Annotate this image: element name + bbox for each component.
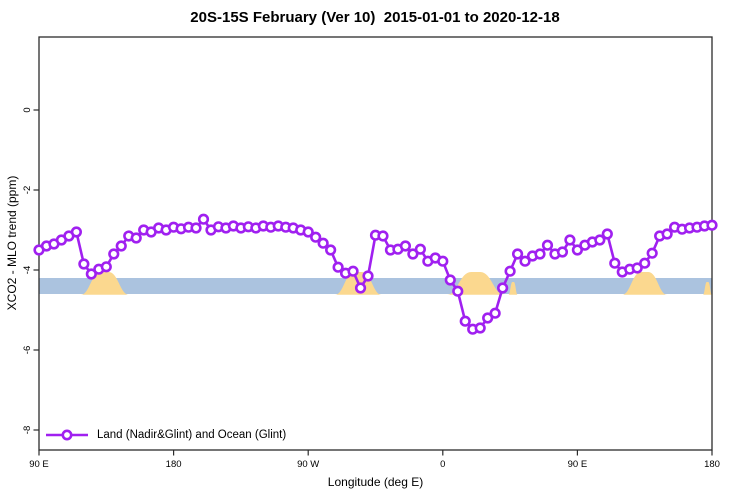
y-tick-label: -8 (22, 426, 33, 434)
ocean-band (39, 278, 712, 294)
data-point-marker (108, 248, 120, 260)
data-point-marker (452, 285, 464, 297)
data-point-marker (85, 268, 97, 280)
data-point-marker (197, 213, 210, 225)
data-point-marker (489, 307, 501, 319)
data-point-marker (519, 255, 531, 267)
data-point-marker (377, 230, 389, 242)
land-band-hump (622, 272, 668, 295)
data-point-marker (78, 258, 90, 270)
legend-marker-circle-icon (61, 429, 73, 441)
y-tick-label: -6 (22, 346, 33, 354)
y-tick-label: 0 (22, 107, 33, 112)
data-point-marker (407, 248, 419, 260)
x-tick-label: 180 (166, 459, 182, 470)
land-band-hump (80, 272, 129, 295)
data-point-marker (399, 240, 412, 252)
y-tick-label: -4 (22, 266, 33, 274)
data-point-marker (70, 226, 82, 238)
data-point-marker (631, 262, 643, 274)
data-point-marker (534, 248, 546, 260)
data-point-marker (601, 228, 613, 240)
land-band-hump (703, 282, 712, 295)
legend-marker (46, 429, 88, 441)
data-point-marker (317, 237, 329, 249)
x-tick-label: 90 E (29, 459, 49, 470)
data-point-marker (115, 240, 127, 252)
data-point-marker (347, 265, 359, 277)
data-point-marker (354, 282, 367, 294)
data-point-marker (504, 265, 516, 277)
data-point-marker (661, 228, 673, 240)
land-band-hump (508, 282, 518, 295)
plot-box (38, 36, 713, 451)
x-tick-label: 0 (440, 459, 445, 470)
legend: Land (Nadir&Glint) and Ocean (Glint) (44, 428, 286, 442)
data-point-marker (564, 234, 576, 246)
legend-label: Land (Nadir&Glint) and Ocean (Glint) (97, 429, 287, 441)
data-point-marker (437, 255, 449, 267)
data-point-marker (594, 234, 606, 246)
data-point-marker (414, 243, 426, 255)
y-tick-label: -2 (22, 186, 33, 194)
data-point-marker (459, 315, 471, 327)
data-point-marker (100, 261, 112, 273)
data-point-marker (639, 257, 651, 269)
data-point-marker (302, 226, 314, 238)
data-point-marker (511, 248, 524, 260)
data-point-marker (706, 219, 718, 231)
data-point-marker (332, 261, 344, 273)
x-tick-label: 180 (704, 459, 720, 470)
data-point-marker (190, 222, 202, 234)
data-point-marker (130, 232, 142, 244)
data-point-marker (556, 246, 569, 258)
data-point-marker (541, 239, 554, 251)
data-point-marker (609, 257, 621, 269)
data-point-marker (474, 322, 486, 334)
data-point-marker (571, 244, 584, 256)
data-point-marker (482, 312, 494, 324)
x-tick-label: 90 E (568, 459, 588, 470)
data-point-marker (646, 247, 658, 259)
data-point-marker (497, 282, 509, 294)
x-axis-label: Longitude (deg E) (327, 475, 424, 489)
data-point-marker (444, 274, 456, 286)
y-axis-label: XCO2 - MLO trend (ppm) (5, 175, 19, 311)
chart-title: 20S-15S February (Ver 10) 2015-01-01 to … (190, 9, 560, 26)
data-point-marker (310, 231, 322, 243)
data-point-marker (325, 244, 337, 256)
data-point-marker (362, 270, 374, 282)
x-tick-label: 90 W (297, 459, 319, 470)
